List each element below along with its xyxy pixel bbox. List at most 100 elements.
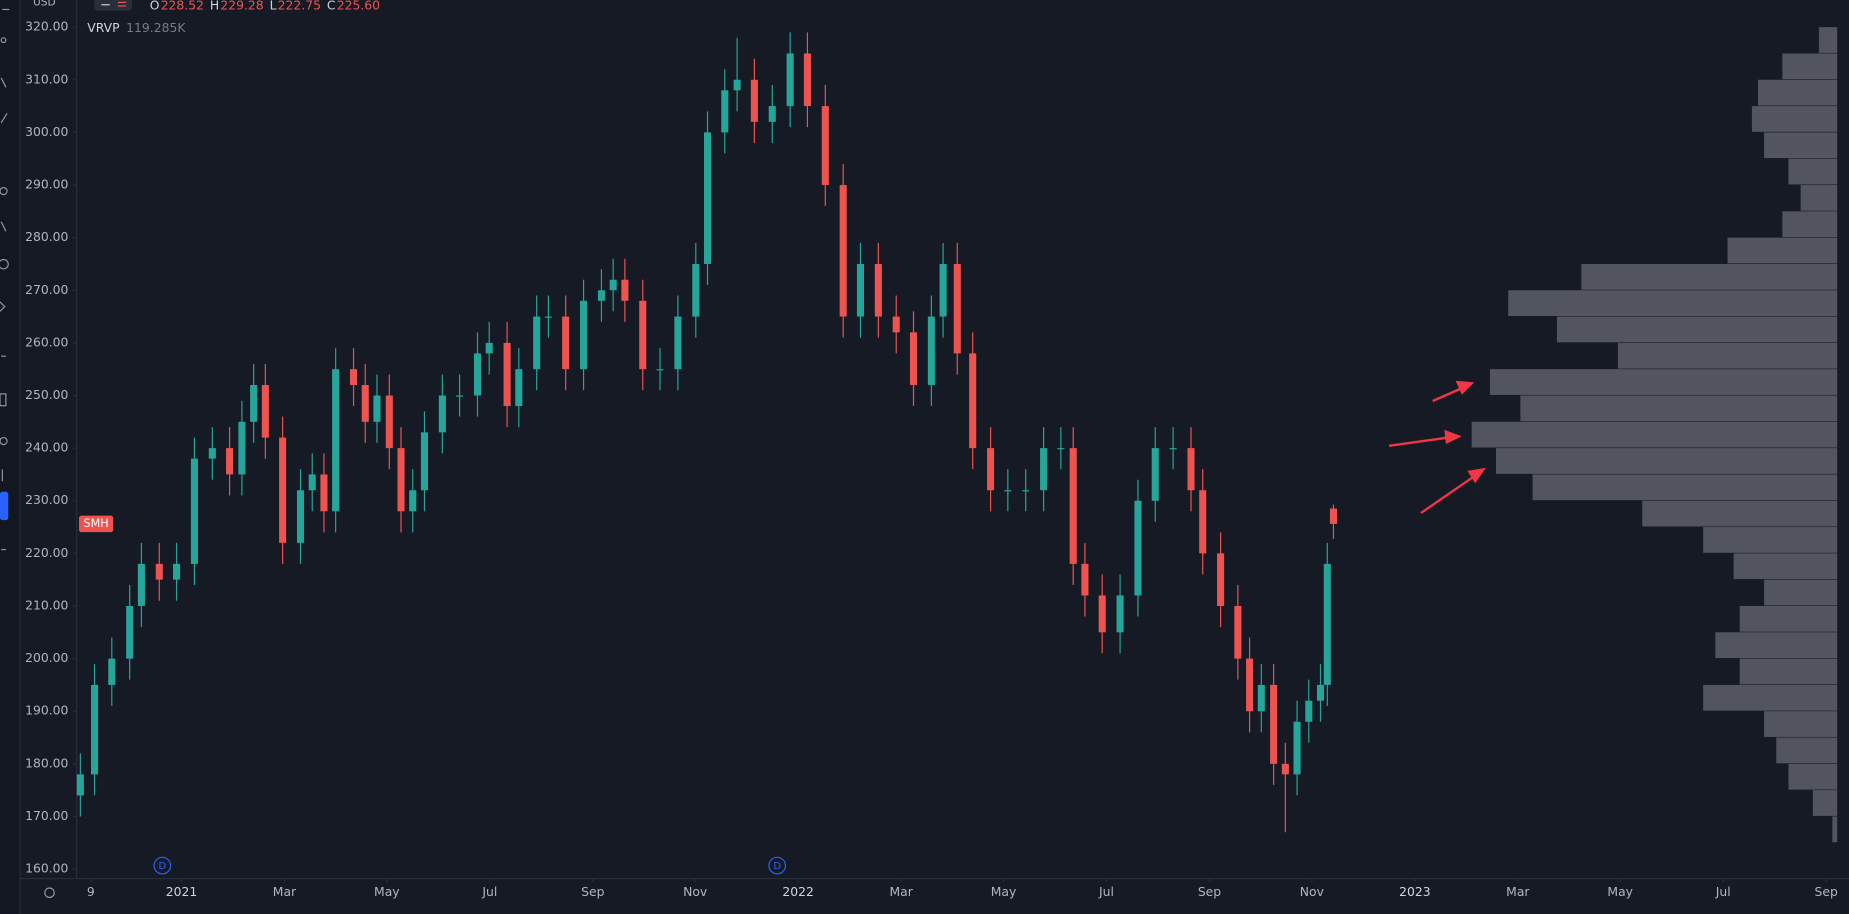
x-tick-label: Mar: [889, 885, 913, 899]
settings-icon[interactable]: [44, 887, 55, 899]
candle-body: [1040, 448, 1048, 491]
legend-key: C: [327, 0, 336, 12]
candle-body: [533, 316, 541, 370]
volume-profile-bar: [1751, 106, 1838, 132]
volume-profile-bar: [1832, 816, 1838, 843]
candle-body: [1316, 684, 1325, 701]
candle-body: [874, 263, 882, 317]
legend-value: 229.28: [220, 0, 263, 12]
volume-profile-bar: [1703, 527, 1838, 553]
arrow: [1432, 386, 1463, 403]
tool-icon[interactable]: [0, 258, 9, 270]
candle-body: [1187, 448, 1195, 491]
candle-body: [503, 342, 511, 407]
legend-value: 225.60: [337, 0, 380, 12]
candle-body: [350, 369, 358, 385]
candle-body: [927, 316, 935, 385]
x-tick-label: May: [374, 885, 400, 899]
tool-icon[interactable]: [0, 112, 8, 124]
tool-icon[interactable]: [0, 393, 7, 407]
candle-body: [409, 490, 417, 512]
candle-body: [279, 437, 287, 543]
volume-profile-bar: [1812, 790, 1838, 816]
candle-body: [1199, 490, 1207, 554]
volume-profile-bar: [1617, 342, 1838, 369]
x-tick-label: May: [991, 885, 1017, 899]
arrow-head: [1444, 429, 1462, 445]
legend-buttons[interactable]: [94, 0, 133, 11]
volume-profile-bar: [1776, 737, 1838, 764]
x-tick-label: Nov: [683, 885, 707, 899]
legend-value: 222.75: [278, 0, 321, 12]
candle-body: [803, 53, 811, 107]
candle-body: [1281, 763, 1289, 775]
candle-body: [456, 395, 464, 397]
x-tick-label: Jul: [1715, 885, 1731, 899]
candle-body: [515, 369, 523, 407]
volume-profile-bar: [1788, 763, 1838, 790]
currency: USD: [33, 0, 56, 8]
candle-body: [1069, 448, 1077, 564]
gear[interactable]: [44, 887, 55, 899]
candle-body: [1323, 563, 1331, 685]
candle-body: [692, 263, 700, 317]
candle-body: [1151, 448, 1159, 501]
y-tick-label: 310.00: [25, 72, 68, 86]
y-tick-label: 210.00: [25, 598, 68, 612]
candle-body: [485, 342, 493, 354]
candle-body: [768, 106, 776, 122]
active-tool[interactable]: [0, 491, 9, 521]
tool-icon[interactable]: [0, 37, 7, 44]
legend-value: 228.52: [161, 0, 204, 12]
volume-profile-bar: [1471, 421, 1838, 448]
x-tick-label: Sep: [1815, 885, 1838, 899]
y-tick-label: 280.00: [25, 230, 68, 244]
candle-body: [320, 474, 328, 512]
candle-body: [656, 369, 664, 371]
plot-area: [76, 27, 1838, 843]
volume-profile-bar: [1520, 395, 1838, 422]
candle-body: [90, 684, 99, 775]
candle-body: [674, 316, 682, 370]
candle-body: [397, 448, 405, 512]
candle-body: [909, 332, 918, 385]
candle-body: [639, 300, 647, 370]
tool-icon[interactable]: [0, 436, 8, 446]
volume-profile-bar: [1782, 53, 1838, 80]
dividend-marker[interactable]: [153, 856, 172, 875]
candle-body: [1134, 500, 1142, 596]
x-tick-label: Mar: [273, 885, 297, 899]
volume-profile-bar: [1532, 474, 1838, 501]
x-tick-label: 2021: [166, 885, 198, 899]
y-tick-label: 170.00: [25, 809, 68, 823]
tool-icon[interactable]: [0, 77, 7, 88]
toolbar-icons: [0, 8, 10, 551]
candle-body: [562, 316, 570, 370]
y-tick-label: 230.00: [25, 493, 68, 507]
legend-key: H: [210, 0, 219, 12]
volume-profile-bar: [1508, 290, 1838, 316]
candle-body: [438, 395, 446, 433]
candle-body: [544, 316, 552, 318]
arrow-head: [1455, 380, 1475, 395]
candle-body: [308, 474, 316, 491]
candle-body: [261, 384, 269, 438]
candle-body: [190, 458, 198, 564]
x-tick-label: Mar: [1506, 885, 1530, 899]
tool-icon[interactable]: [0, 186, 8, 196]
symbol-tag-label: SMH: [84, 517, 109, 530]
dividend-marker-label: D: [773, 861, 781, 872]
candle-body: [1169, 448, 1177, 450]
dividend-marker[interactable]: [768, 856, 787, 875]
candle-body: [733, 79, 741, 91]
tool-icon[interactable]: [0, 221, 7, 232]
candle-body: [1246, 658, 1254, 712]
candle-body: [332, 369, 340, 512]
candle-body: [750, 79, 758, 122]
candle-body: [621, 279, 629, 301]
candle-body: [208, 448, 216, 459]
x-tick-label: Jul: [481, 885, 497, 899]
volume-profile-bar: [1818, 27, 1838, 53]
tool-icon[interactable]: [0, 301, 6, 312]
